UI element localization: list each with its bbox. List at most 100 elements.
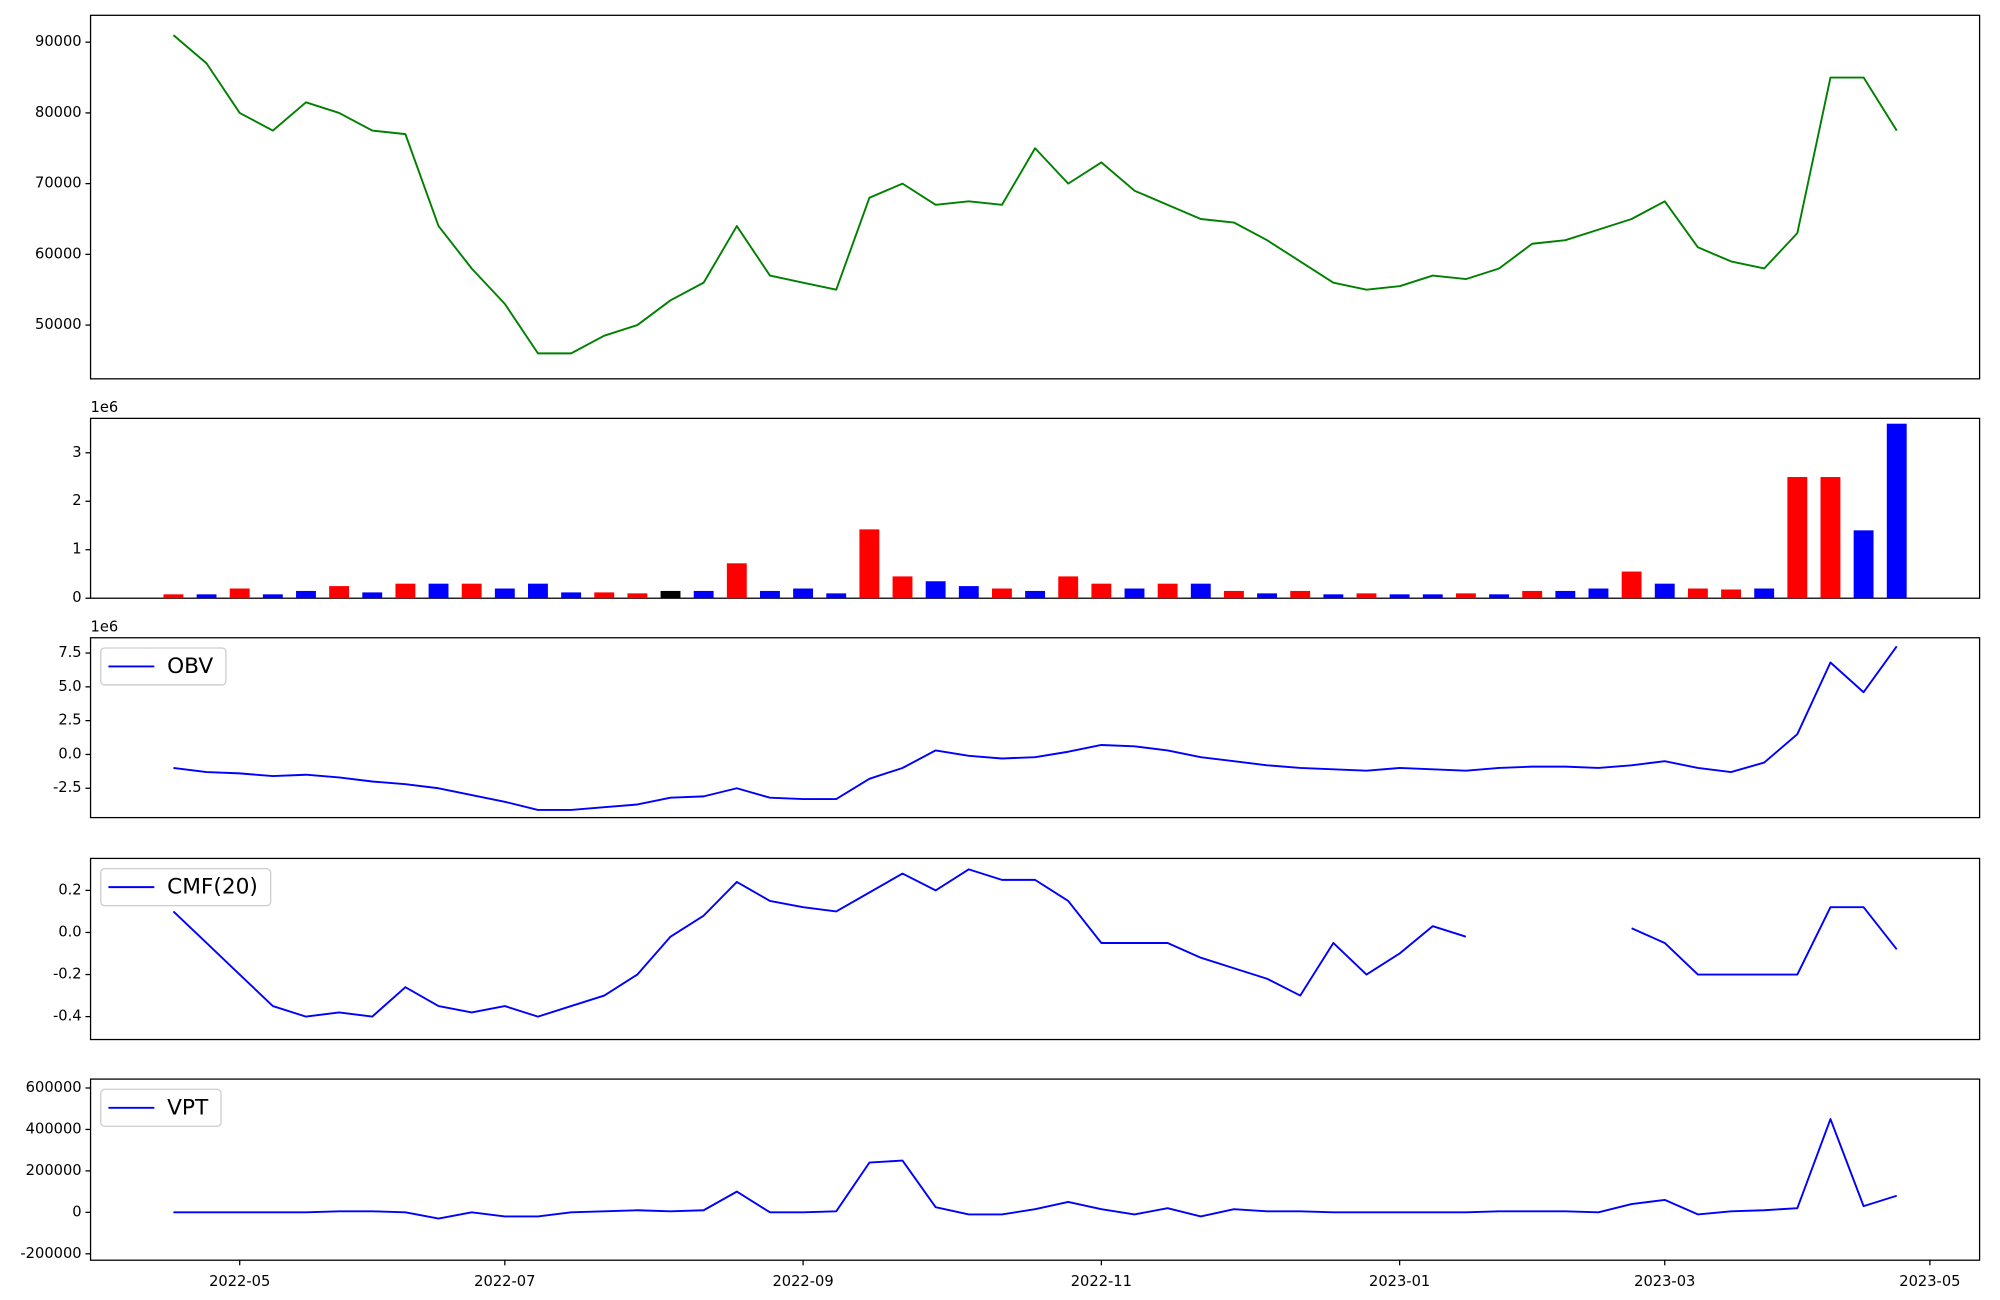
offset-label: 1e6 (91, 619, 119, 636)
plot-frame (89, 637, 1981, 819)
volume-bar (1687, 588, 1708, 599)
volume-bar (1257, 593, 1278, 599)
x-tick-label: 2022-07 (474, 1273, 535, 1290)
plot-frame (89, 1078, 1981, 1261)
y-tick-label: 7.5 (58, 644, 81, 661)
volume-bar (1025, 590, 1046, 599)
plot-frame (89, 14, 1981, 380)
volume-bar (1157, 583, 1178, 599)
volume-bar (826, 593, 847, 599)
volume-bar (561, 592, 582, 599)
volume-bar (859, 529, 880, 599)
plot-frame (89, 857, 1981, 1041)
volume-bar (196, 594, 217, 599)
volume-bar (163, 594, 184, 599)
legend-box (100, 647, 227, 686)
y-tick-label: 0 (72, 1203, 81, 1220)
volume-bar (428, 583, 449, 599)
series-line (172, 868, 1467, 1018)
y-tick-label: -200000 (20, 1245, 81, 1262)
volume-bar (461, 583, 482, 599)
series-line (173, 1118, 1898, 1220)
volume-bar (528, 583, 548, 599)
y-tick-label: 90000 (35, 33, 82, 50)
y-tick-label: 0.0 (58, 745, 81, 762)
volume-bar (1422, 594, 1443, 599)
y-tick-label: -0.2 (53, 966, 82, 983)
series-line (1631, 906, 1898, 976)
x-tick-label: 2023-03 (1634, 1273, 1695, 1290)
volume-bar (1290, 590, 1311, 599)
y-tick-label: 50000 (35, 316, 82, 333)
volume-bar (362, 592, 383, 599)
volume-bar (329, 586, 350, 599)
volume-bar (1223, 590, 1244, 599)
volume-bar (1389, 594, 1410, 599)
volume-bar (958, 586, 979, 599)
x-tick-label: 2023-05 (1899, 1273, 1960, 1290)
legend-label: OBV (167, 654, 213, 679)
volume-bar (925, 581, 946, 599)
y-tick-label: 60000 (35, 245, 82, 262)
volume-bar (991, 588, 1012, 599)
volume-bar (1853, 530, 1874, 599)
y-tick-label: 3 (72, 444, 81, 461)
volume-bar (1489, 594, 1509, 599)
y-tick-label: 80000 (35, 104, 82, 121)
volume-bar (726, 563, 747, 599)
legend-label: VPT (167, 1095, 209, 1120)
y-tick-label: 5.0 (58, 678, 81, 695)
volume-bar (1190, 583, 1211, 599)
y-tick-label: -2.5 (53, 779, 82, 796)
volume-bar (1754, 588, 1775, 599)
volume-bar (262, 594, 283, 599)
x-tick-label: 2022-11 (1071, 1273, 1132, 1290)
offset-label: 1e6 (91, 399, 119, 416)
volume-bar (1091, 583, 1112, 599)
x-tick-label: 2022-05 (209, 1273, 270, 1290)
y-tick-label: 2.5 (58, 712, 81, 729)
volume-bar (1058, 576, 1079, 599)
legend-box (100, 867, 272, 907)
volume-bar (296, 590, 316, 599)
plot-frame (89, 417, 1981, 599)
volume-bar (760, 590, 780, 599)
volume-bar (494, 588, 515, 599)
x-tick-label: 2022-09 (772, 1273, 833, 1290)
y-tick-label: 2 (72, 492, 81, 509)
series-line (173, 645, 1898, 811)
volume-bar (1356, 593, 1377, 599)
y-tick-label: 1 (72, 541, 81, 558)
volume-bar (1886, 423, 1907, 599)
volume-bar (1787, 477, 1808, 599)
y-tick-label: -0.4 (53, 1008, 82, 1025)
volume-bar (395, 583, 416, 599)
volume-bar (1522, 590, 1543, 599)
volume-bar (627, 593, 648, 599)
volume-bar (660, 590, 681, 599)
volume-bar (793, 588, 814, 599)
y-tick-label: 600000 (26, 1079, 82, 1096)
volume-bar (693, 590, 714, 599)
volume-bar (1323, 594, 1344, 599)
volume-bar (1721, 589, 1741, 599)
volume-bar (1555, 590, 1576, 599)
volume-bar (1455, 593, 1476, 599)
y-tick-label: 0.0 (58, 923, 81, 940)
y-tick-label: 400000 (26, 1120, 82, 1137)
volume-bar (594, 592, 615, 599)
volume-bar (229, 588, 250, 599)
y-tick-label: 200000 (26, 1162, 82, 1179)
legend-box (100, 1088, 222, 1127)
legend-label: CMF(20) (167, 875, 258, 900)
volume-bar (1124, 588, 1145, 599)
volume-bar (1820, 477, 1841, 599)
volume-bar (1621, 571, 1642, 599)
y-tick-label: 0.2 (58, 881, 81, 898)
series-line (172, 34, 1898, 355)
volume-bar (892, 576, 913, 599)
volume-bar (1588, 588, 1609, 599)
x-tick-label: 2023-01 (1369, 1273, 1430, 1290)
y-tick-label: 70000 (35, 175, 82, 192)
